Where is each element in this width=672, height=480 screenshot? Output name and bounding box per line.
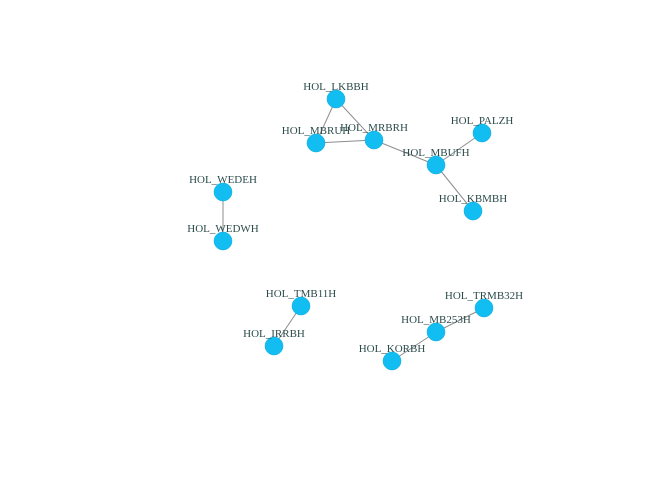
node-hol-irrbh[interactable] (264, 336, 284, 356)
edge-hol-mrbrh-hol-mbufh (373, 139, 437, 166)
node-label-hol-trmb32h: HOL_TRMB32H (445, 290, 523, 302)
node-hol-korbh[interactable] (382, 351, 402, 371)
node-label-hol-wedwh: HOL_WEDWH (187, 223, 259, 235)
node-hol-mbufh[interactable] (426, 155, 446, 175)
node-label-hol-tmb11h: HOL_TMB11H (266, 288, 337, 300)
node-hol-trmb32h[interactable] (474, 298, 494, 318)
node-label-hol-mbruh: HOL_MBRUH (282, 125, 351, 137)
node-hol-tmb11h[interactable] (291, 296, 311, 316)
node-hol-palzh[interactable] (472, 123, 492, 143)
node-hol-kbmbh[interactable] (463, 201, 483, 221)
node-hol-mb253h[interactable] (426, 322, 446, 342)
node-label-hol-korbh: HOL_KORBH (359, 343, 426, 355)
node-label-hol-mrbrh: HOL_MRBRH (340, 122, 408, 134)
node-label-hol-lkbbh: HOL_LKBBH (303, 81, 368, 93)
edge-hol-mbufh-hol-kbmbh (435, 164, 474, 212)
node-label-hol-mbufh: HOL_MBUFH (402, 147, 469, 159)
edge-hol-palzh-hol-mbufh (435, 132, 483, 166)
node-label-hol-palzh: HOL_PALZH (451, 115, 514, 127)
node-layer (213, 89, 494, 371)
node-hol-mrbrh[interactable] (364, 130, 384, 150)
node-label-hol-kbmbh: HOL_KBMBH (439, 193, 508, 205)
node-label-hol-mb253h: HOL_MB253H (401, 314, 471, 326)
edge-hol-mbruh-hol-mrbrh (315, 139, 375, 144)
edge-hol-lkbbh-hol-mrbrh (335, 98, 375, 141)
node-hol-mbruh[interactable] (306, 133, 326, 153)
node-label-hol-wedeh: HOL_WEDEH (189, 174, 257, 186)
node-label-hol-irrbh: HOL_IRRBH (243, 328, 305, 340)
node-hol-lkbbh[interactable] (326, 89, 346, 109)
node-hol-wedeh[interactable] (213, 182, 233, 202)
node-hol-wedwh[interactable] (213, 231, 233, 251)
